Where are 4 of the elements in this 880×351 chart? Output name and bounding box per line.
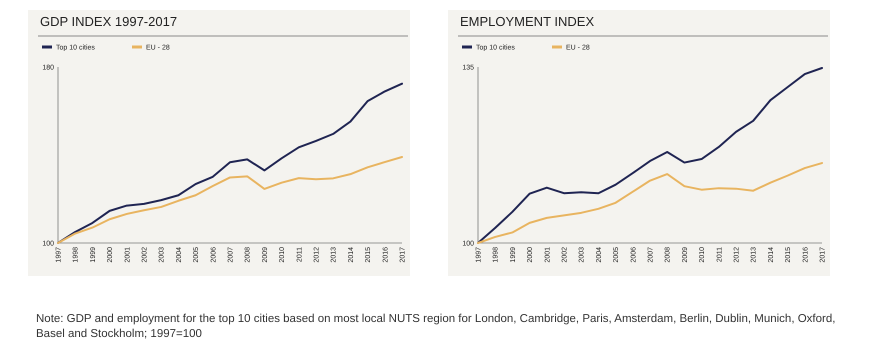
line-series xyxy=(477,67,823,244)
text: Note: GDP and employment for the top 10 cities based on most local NUTS region for London, Cambridge, Paris, Amsterdam, Berlin, Dublin, Munich, Oxford, Basel and Stockholm; 1997=100 xyxy=(36,312,836,342)
chart-title: EMPLOYMENT INDEX xyxy=(460,14,594,29)
chart-title: GDP INDEX 1997-2017 xyxy=(40,14,178,29)
